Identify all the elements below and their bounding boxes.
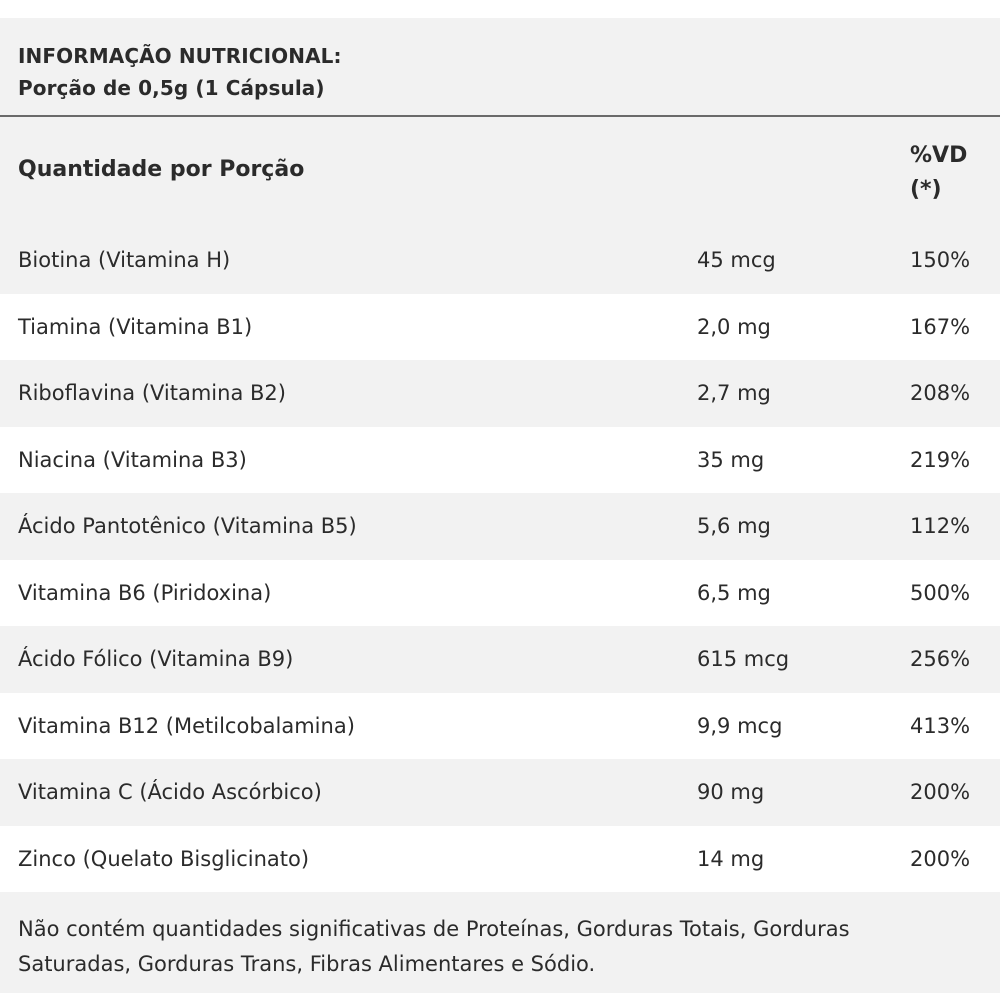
nutrition-title: INFORMAÇÃO NUTRICIONAL: (18, 44, 342, 68)
nutrient-daily-value: 219% (910, 447, 971, 472)
table-row: Vitamina C (Ácido Ascórbico) 90 mg 200% (0, 759, 1000, 826)
nutrient-daily-value: 500% (910, 580, 971, 605)
nutrient-name: Ácido Pantotênico (Vitamina B5) (18, 514, 357, 538)
table-row: Riboflavina (Vitamina B2) 2,7 mg 208% (0, 360, 1000, 427)
nutrient-name: Zinco (Quelato Bisglicinato) (18, 846, 310, 871)
table-row: Zinco (Quelato Bisglicinato) 14 mg 200% (0, 825, 1000, 892)
table-row: Biotina (Vitamina H) 45 mcg 150% (0, 227, 1000, 294)
nutrition-header: INFORMAÇÃO NUTRICIONAL: Porção de 0,5g (… (0, 18, 1000, 117)
nutrient-daily-value: 200% (910, 846, 971, 871)
nutrition-footnote: Não contém quantidades significativas de… (18, 912, 978, 982)
nutrient-amount: 14 mg (697, 846, 765, 871)
footnote-line: Saturadas, Gorduras Trans, Fibras Alimen… (18, 952, 596, 976)
nutrient-daily-value: 200% (910, 780, 971, 804)
nutrient-daily-value: 167% (910, 314, 971, 339)
nutrient-amount: 45 mcg (697, 248, 776, 272)
nutrient-name: Biotina (Vitamina H) (18, 248, 231, 272)
nutrient-daily-value: 112% (910, 514, 971, 538)
nutrient-amount: 2,0 mg (697, 314, 771, 339)
column-header-row: Quantidade por Porção %VD (*) (0, 119, 1000, 227)
nutrient-daily-value: 208% (910, 381, 971, 405)
portion-size: Porção de 0,5g (1 Cápsula) (18, 76, 325, 100)
nutrient-name: Vitamina B12 (Metilcobalamina) (18, 713, 355, 738)
nutrient-amount: 6,5 mg (697, 580, 771, 605)
nutrient-name: Niacina (Vitamina B3) (18, 447, 247, 472)
nutrient-name: Vitamina B6 (Piridoxina) (18, 580, 272, 605)
nutrient-name: Vitamina C (Ácido Ascórbico) (18, 780, 322, 804)
nutrient-table: Biotina (Vitamina H) 45 mcg 150% Tiamina… (0, 227, 1000, 892)
daily-value-label: %VD (910, 143, 968, 168)
quantity-column-header: Quantidade por Porção (18, 157, 305, 182)
nutrient-daily-value: 150% (910, 248, 971, 272)
nutrient-amount: 2,7 mg (697, 381, 771, 405)
nutrient-daily-value: 256% (910, 647, 971, 671)
nutrient-daily-value: 413% (910, 713, 971, 738)
footnote-line: Não contém quantidades significativas de… (18, 917, 850, 941)
table-row: Tiamina (Vitamina B1) 2,0 mg 167% (0, 293, 1000, 360)
nutrient-amount: 9,9 mcg (697, 713, 783, 738)
daily-value-column-header: %VD (*) (910, 139, 990, 207)
nutrient-amount: 90 mg (697, 780, 765, 804)
table-row: Vitamina B6 (Piridoxina) 6,5 mg 500% (0, 559, 1000, 626)
table-row: Niacina (Vitamina B3) 35 mg 219% (0, 426, 1000, 493)
nutrition-facts-panel: INFORMAÇÃO NUTRICIONAL: Porção de 0,5g (… (0, 18, 1000, 993)
nutrient-name: Ácido Fólico (Vitamina B9) (18, 647, 294, 671)
table-row: Ácido Fólico (Vitamina B9) 615 mcg 256% (0, 626, 1000, 693)
daily-value-footnote-mark: (*) (910, 177, 942, 202)
nutrient-amount: 615 mcg (697, 647, 790, 671)
table-row: Ácido Pantotênico (Vitamina B5) 5,6 mg 1… (0, 493, 1000, 560)
nutrient-amount: 35 mg (697, 447, 765, 472)
nutrient-name: Tiamina (Vitamina B1) (18, 314, 253, 339)
nutrient-amount: 5,6 mg (697, 514, 771, 538)
table-row: Vitamina B12 (Metilcobalamina) 9,9 mcg 4… (0, 692, 1000, 759)
nutrient-name: Riboflavina (Vitamina B2) (18, 381, 286, 405)
